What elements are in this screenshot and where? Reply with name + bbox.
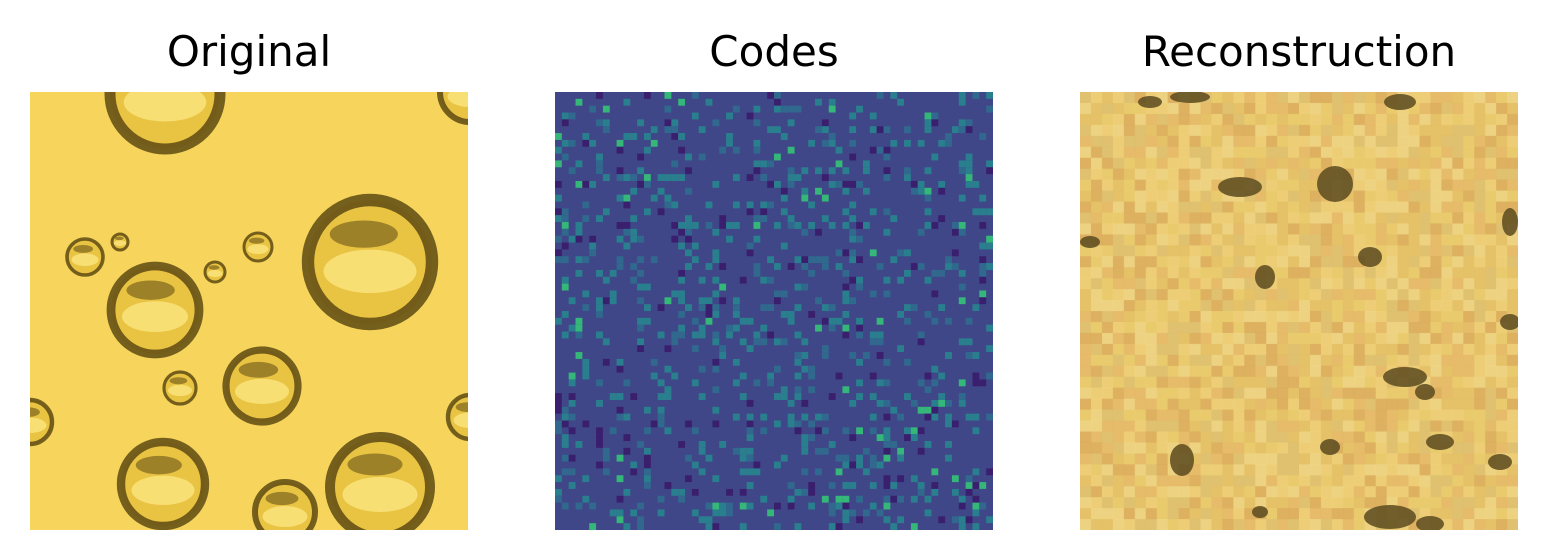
- original-title: Original: [166, 27, 332, 76]
- reconstruction-panel: Reconstruction: [1080, 0, 1518, 560]
- codes-title: Codes: [709, 27, 839, 76]
- reconstruction-image-svg: [1080, 92, 1518, 530]
- reconstruction-title: Reconstruction: [1141, 27, 1457, 76]
- original-image-svg: [30, 92, 468, 530]
- original-image: [30, 92, 468, 530]
- codes-image-svg: [555, 92, 993, 530]
- reconstruction-image: [1080, 92, 1518, 530]
- codes-panel: Codes: [555, 0, 993, 560]
- codes-image: [555, 92, 993, 530]
- original-panel: Original: [30, 0, 468, 560]
